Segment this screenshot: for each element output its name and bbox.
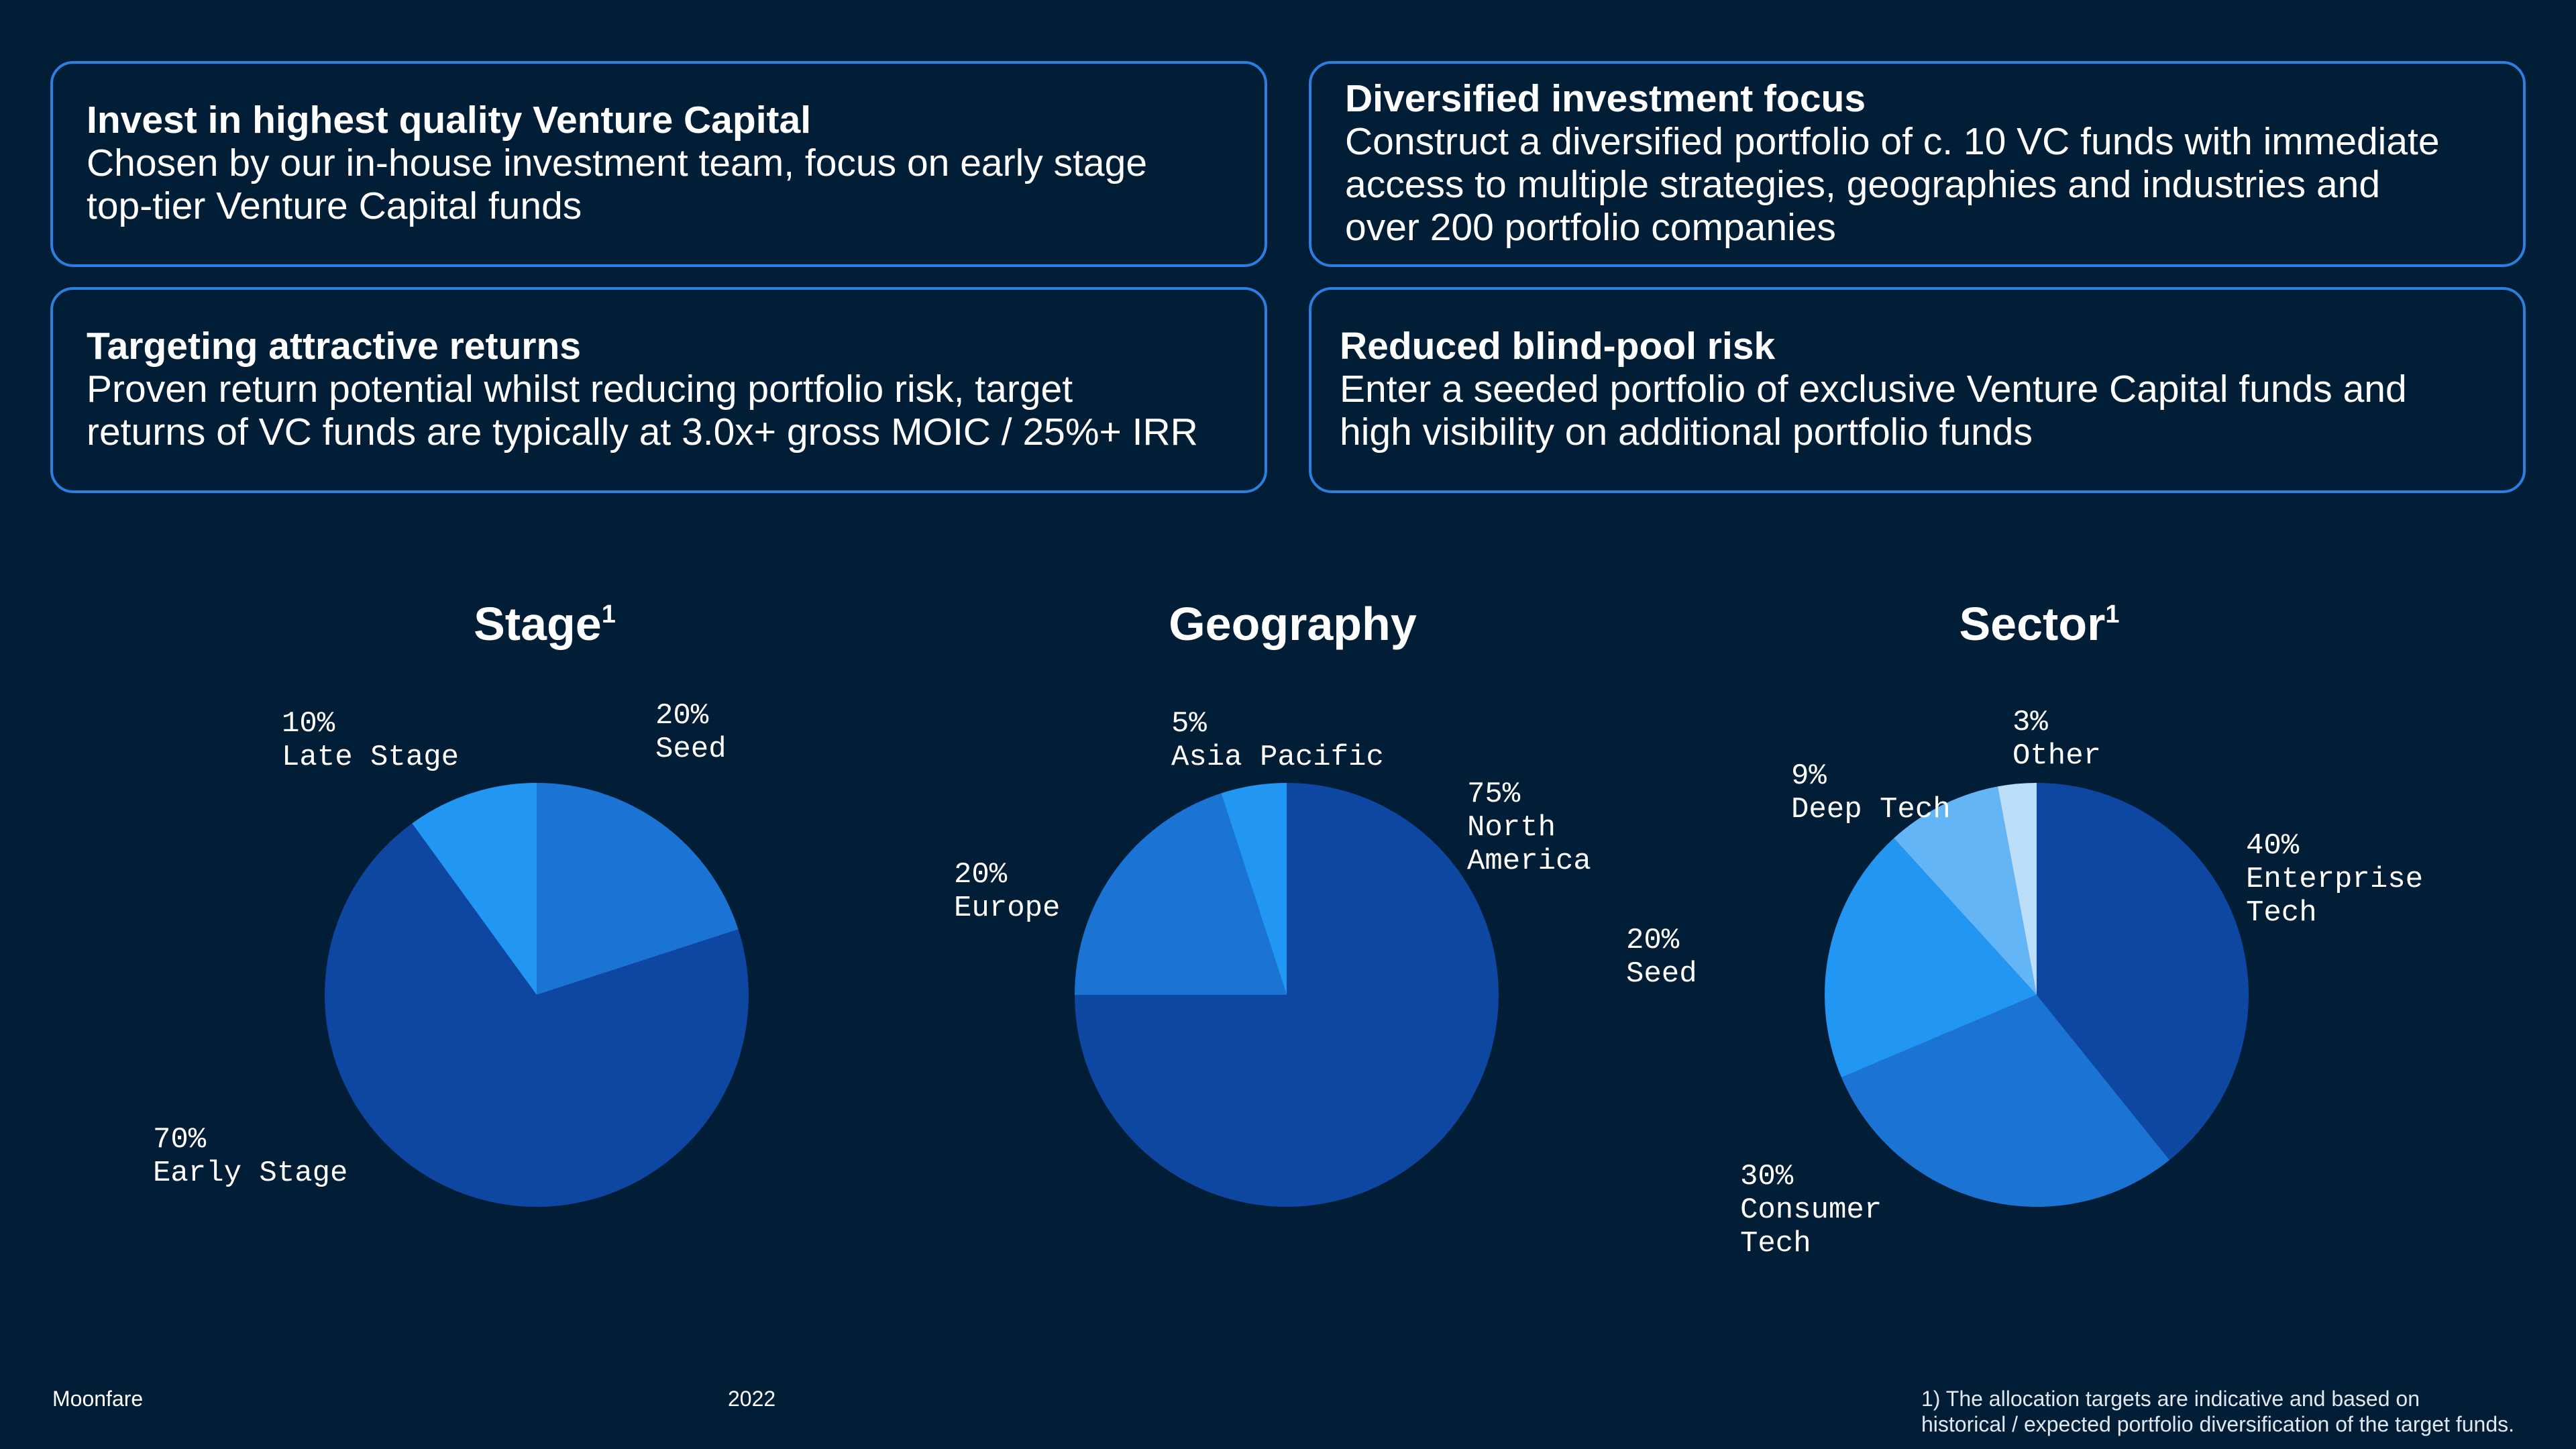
slice-category: Other xyxy=(2012,739,2101,773)
footer-year: 2022 xyxy=(728,1387,776,1411)
chart-title-text: Stage xyxy=(474,598,602,650)
slice-percent: 40% xyxy=(2246,829,2300,863)
card-blind-pool-risk: Reduced blind-pool risk Enter a seeded p… xyxy=(1309,287,2526,493)
card-body-line: Enter a seeded portfolio of exclusive Ve… xyxy=(1340,368,2407,411)
footnote-line: 1) The allocation targets are indicative… xyxy=(1921,1387,2420,1411)
pie-slice xyxy=(325,823,749,1207)
footnote-marker: 1 xyxy=(601,600,616,629)
slice-category: Seed xyxy=(1626,957,1697,991)
card-title: Targeting attractive returns xyxy=(87,325,581,368)
card-body-line: top-tier Venture Capital funds xyxy=(87,184,582,227)
chart-title-text: Sector xyxy=(1959,598,2106,650)
card-body-line: Construct a diversified portfolio of c. … xyxy=(1345,120,2440,163)
chart-title-geography: Geography xyxy=(1024,588,1561,651)
chart-title-text: Geography xyxy=(1169,598,1417,650)
card-body-line: over 200 portfolio companies xyxy=(1345,206,1836,249)
pie-slice-label: 9% Deep Tech xyxy=(1791,759,1951,826)
card-body-line: high visibility on additional portfolio … xyxy=(1340,411,2033,453)
pie-slice xyxy=(412,783,537,995)
slice-category: Seed xyxy=(655,733,727,766)
pie-slice-label: 20% Seed xyxy=(655,699,727,766)
pie-slice-label: 20% Europe xyxy=(954,858,1060,925)
pie-slice xyxy=(1894,786,2037,995)
pie-slice-label: 10% Late Stage xyxy=(282,707,459,774)
slice-category: Europe xyxy=(954,892,1060,925)
slice-category: Tech xyxy=(2246,896,2317,930)
chart-title-sector: Sector1 xyxy=(1771,588,2308,651)
pie-slice-label: 20% Seed xyxy=(1626,924,1697,991)
pie-slice xyxy=(1221,783,1287,995)
slice-percent: 20% xyxy=(954,858,1008,892)
footer-footnote: 1) The allocation targets are indicative… xyxy=(1921,1386,2565,1437)
slice-category: Late Stage xyxy=(282,741,459,774)
slice-percent: 9% xyxy=(1791,759,1827,793)
slice-category: Deep Tech xyxy=(1791,793,1951,826)
card-body-line: returns of VC funds are typically at 3.0… xyxy=(87,411,1198,453)
slice-category: North xyxy=(1467,811,1556,845)
pie-slice xyxy=(1841,995,2170,1208)
pie-slice xyxy=(2037,783,2249,1161)
card-body-line: access to multiple strategies, geographi… xyxy=(1345,163,2381,206)
pie-slice-label: 3% Other xyxy=(2012,706,2101,773)
chart-title-stage: Stage1 xyxy=(276,588,813,651)
pie-slice-label: 5% Asia Pacific xyxy=(1171,707,1384,774)
slice-percent: 70% xyxy=(153,1123,207,1157)
card-body-line: Proven return potential whilst reducing … xyxy=(87,368,1073,411)
slice-percent: 20% xyxy=(1626,924,1680,957)
slice-category: America xyxy=(1467,845,1591,878)
slice-percent: 3% xyxy=(2012,706,2048,739)
pie-slice xyxy=(1825,838,2037,1078)
card-title: Invest in highest quality Venture Capita… xyxy=(87,99,812,142)
slice-percent: 10% xyxy=(282,707,335,741)
card-diversified-focus: Diversified investment focus Construct a… xyxy=(1309,61,2526,267)
pie-slice-label: 40% Enterprise Tech xyxy=(2246,829,2423,930)
card-body-line: Chosen by our in-house investment team, … xyxy=(87,142,1148,184)
card-invest-quality: Invest in highest quality Venture Capita… xyxy=(50,61,1267,267)
pie-slice xyxy=(1075,793,1287,995)
slice-percent: 75% xyxy=(1467,777,1521,811)
slice-category: Tech xyxy=(1740,1227,1811,1260)
pie-slice xyxy=(1997,783,2037,995)
slice-percent: 5% xyxy=(1171,707,1207,741)
footnote-line: historical / expected portfolio diversif… xyxy=(1921,1412,2515,1436)
slice-category: Early Stage xyxy=(153,1157,347,1190)
slice-percent: 20% xyxy=(655,699,709,733)
card-title: Diversified investment focus xyxy=(1345,77,1866,120)
pie-slice-label: 75% North America xyxy=(1467,777,1591,878)
slice-category: Asia Pacific xyxy=(1171,741,1384,774)
footer-brand: Moonfare xyxy=(52,1387,144,1411)
slice-category: Consumer xyxy=(1740,1193,1882,1227)
pie-slice xyxy=(537,783,739,995)
card-title: Reduced blind-pool risk xyxy=(1340,325,1776,368)
slice-percent: 30% xyxy=(1740,1160,1794,1193)
footnote-marker: 1 xyxy=(2105,600,2120,629)
slice-category: Enterprise xyxy=(2246,863,2423,896)
pie-slice-label: 30% Consumer Tech xyxy=(1740,1160,1882,1260)
card-attractive-returns: Targeting attractive returns Proven retu… xyxy=(50,287,1267,493)
pie-slice-label: 70% Early Stage xyxy=(153,1123,347,1190)
